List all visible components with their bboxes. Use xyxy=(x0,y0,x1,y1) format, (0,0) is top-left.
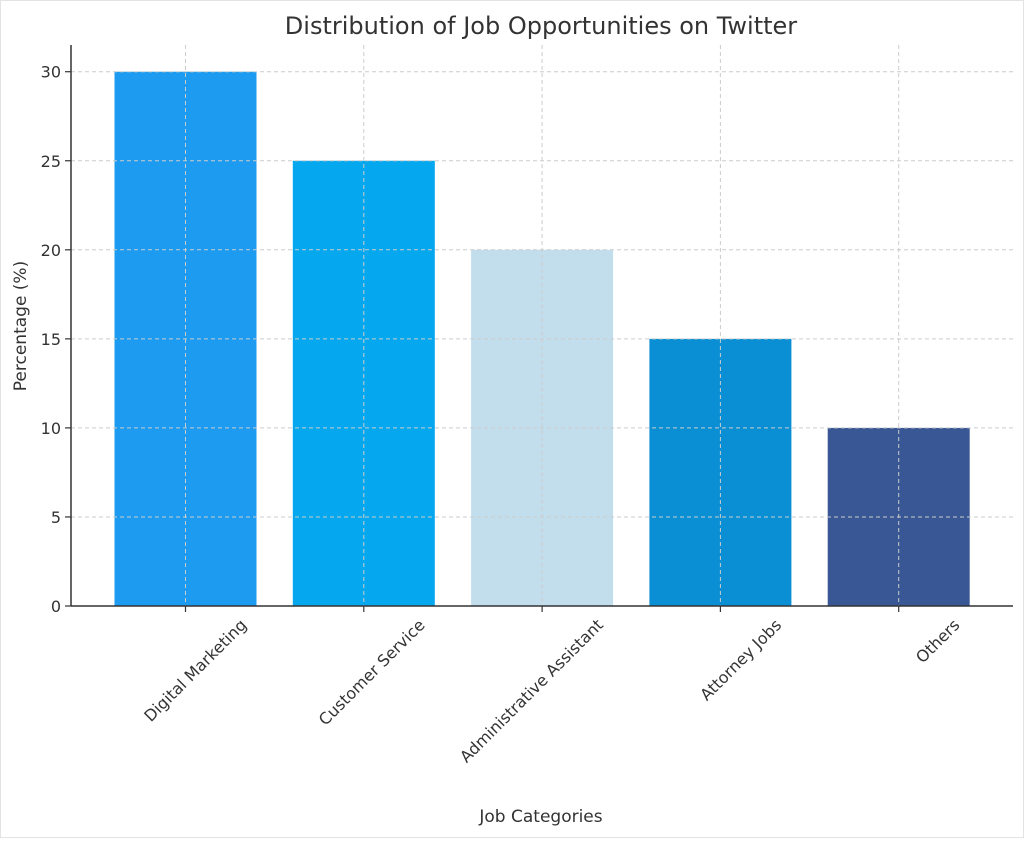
y-tick-label: 5 xyxy=(51,508,61,527)
chart-title: Distribution of Job Opportunities on Twi… xyxy=(285,12,798,40)
y-axis-label: Percentage (%) xyxy=(11,261,31,391)
y-tick-label: 30 xyxy=(41,63,61,82)
y-tick-label: 25 xyxy=(41,152,61,171)
y-axis-ticks: 0 5 10 15 20 25 30 xyxy=(41,63,71,616)
x-tick-label: Attorney Jobs xyxy=(696,615,785,704)
x-tick-label: Customer Service xyxy=(315,615,429,729)
x-tick-label: Administrative Assistant xyxy=(456,615,607,766)
x-tick-label: Digital Marketing xyxy=(140,615,250,725)
y-tick-label: 0 xyxy=(51,597,61,616)
x-axis-ticks: Digital Marketing Customer Service Adminis… xyxy=(140,606,964,766)
y-tick-label: 15 xyxy=(41,330,61,349)
x-axis-label: Job Categories xyxy=(478,807,602,827)
y-tick-label: 20 xyxy=(41,241,61,260)
grid xyxy=(71,45,1013,606)
y-tick-label: 10 xyxy=(41,419,61,438)
x-tick-label: Others xyxy=(912,615,963,666)
